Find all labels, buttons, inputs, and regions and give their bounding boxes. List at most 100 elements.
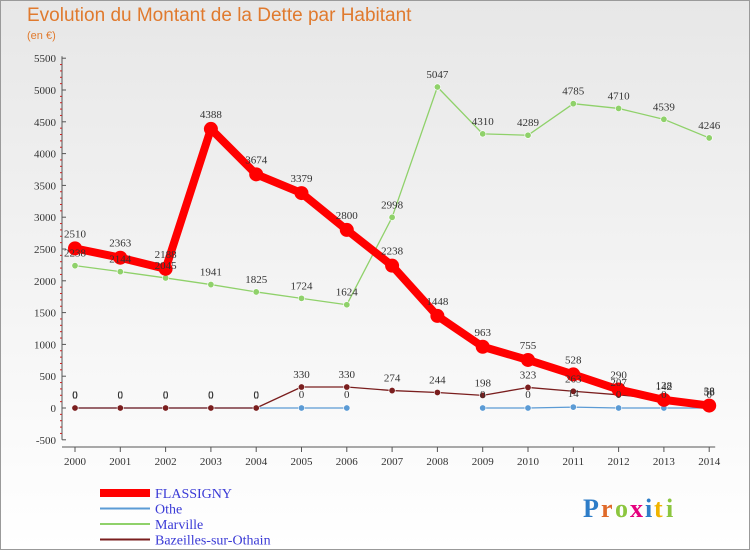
series-flassigny — [68, 121, 717, 413]
x-tick-label: 2001 — [109, 456, 131, 468]
legend-label: Othe — [155, 503, 182, 518]
data-label: 3674 — [245, 154, 268, 166]
data-point — [203, 121, 218, 136]
series-layer — [68, 83, 717, 413]
data-label: 4310 — [472, 116, 495, 128]
data-point — [385, 258, 400, 273]
data-label: 274 — [384, 373, 401, 385]
data-point — [433, 388, 441, 396]
data-label: 2238 — [64, 248, 87, 260]
data-point — [162, 404, 170, 412]
x-tick-label: 2011 — [563, 456, 585, 468]
y-tick-label: 3500 — [34, 180, 57, 192]
data-label: 128 — [656, 380, 673, 392]
data-label: 4289 — [517, 117, 540, 129]
data-label: 0 — [163, 389, 169, 401]
x-tick-label: 2008 — [426, 456, 449, 468]
logo-letter: o — [615, 494, 628, 523]
series-line — [482, 406, 710, 409]
data-point — [430, 308, 445, 323]
data-label: 198 — [474, 377, 491, 389]
data-label: 0 — [299, 389, 305, 401]
chart-unit-label: (en €) — [27, 30, 56, 42]
data-point — [297, 404, 305, 412]
data-label: 4785 — [562, 86, 585, 98]
data-label: 5047 — [426, 69, 449, 81]
data-label: 207 — [610, 377, 627, 389]
data-point — [207, 281, 215, 289]
x-tick-label: 2010 — [517, 456, 540, 468]
x-tick-label: 2009 — [472, 456, 495, 468]
logo-letter: P — [583, 494, 599, 523]
data-label: 0 — [616, 389, 622, 401]
x-tick-label: 2007 — [381, 456, 404, 468]
data-label: 0 — [344, 389, 350, 401]
x-tick-label: 2014 — [698, 456, 721, 468]
data-point — [252, 404, 260, 412]
legend: FLASSIGNYOtheMarvilleBazeilles-sur-Othai… — [100, 487, 271, 549]
data-labels: 2510 2363 2188 4388 3674 3379 2800 2238 1448 963 7… — [64, 69, 721, 402]
y-tick-label: 2500 — [34, 244, 57, 256]
y-tick-label: 1500 — [34, 308, 57, 320]
series-bazeilles-sur-othain — [71, 383, 713, 412]
logo-letter: i — [666, 494, 673, 523]
data-label: 14 — [568, 388, 580, 400]
data-point — [68, 241, 82, 256]
x-tick-label: 2004 — [245, 456, 268, 468]
data-label: 0 — [118, 389, 124, 401]
data-point — [343, 404, 351, 412]
y-tick-label: 5500 — [34, 53, 57, 65]
logo-letter: i — [645, 494, 652, 523]
data-label: 0 — [208, 390, 214, 402]
y-tick-label: 0 — [51, 403, 57, 415]
data-label: 4710 — [608, 90, 631, 102]
data-label: 2144 — [109, 254, 132, 266]
data-point — [479, 391, 487, 399]
data-label: 4388 — [200, 109, 223, 121]
data-label: 0 — [480, 389, 486, 401]
data-point — [116, 404, 124, 412]
data-label: 263 — [565, 373, 582, 385]
data-label: 330 — [293, 369, 310, 381]
legend-label: FLASSIGNY — [155, 487, 232, 502]
data-point — [249, 167, 264, 182]
data-label: 0 — [72, 389, 78, 401]
data-point — [656, 392, 671, 407]
chart-title: Evolution du Montant de la Dette par Hab… — [27, 5, 412, 26]
data-point — [569, 100, 577, 108]
data-point — [660, 115, 668, 123]
data-label: 330 — [339, 369, 356, 381]
data-label: 2238 — [381, 246, 404, 258]
legend-item: Marville — [100, 518, 203, 533]
data-point — [116, 268, 124, 276]
y-tick-label: 5000 — [34, 85, 57, 97]
data-point — [702, 398, 717, 413]
data-label: 244 — [429, 374, 446, 386]
data-point — [521, 352, 535, 367]
logo-letter: r — [601, 494, 613, 523]
data-label: 1941 — [200, 267, 222, 279]
data-point — [71, 404, 79, 412]
data-point — [388, 213, 396, 221]
x-tick-label: 2000 — [64, 456, 87, 468]
legend-item: FLASSIGNY — [100, 487, 232, 502]
data-point — [339, 222, 354, 237]
data-point — [615, 404, 623, 412]
data-point — [71, 262, 79, 270]
data-label: 755 — [520, 340, 537, 352]
legend-item: Othe — [100, 503, 182, 518]
data-point — [569, 387, 577, 395]
data-point — [294, 186, 309, 201]
y-tick-label: 500 — [40, 371, 57, 383]
data-label: 1724 — [291, 280, 314, 292]
y-tick-label: 4000 — [34, 149, 57, 161]
data-label: 2510 — [64, 228, 87, 240]
data-point — [566, 367, 581, 382]
data-label: 0 — [163, 390, 169, 402]
x-tick-label: 2005 — [291, 456, 314, 468]
x-tick-label: 2013 — [653, 456, 676, 468]
data-point — [705, 134, 713, 142]
legend-item: Bazeilles-sur-Othain — [100, 534, 271, 549]
